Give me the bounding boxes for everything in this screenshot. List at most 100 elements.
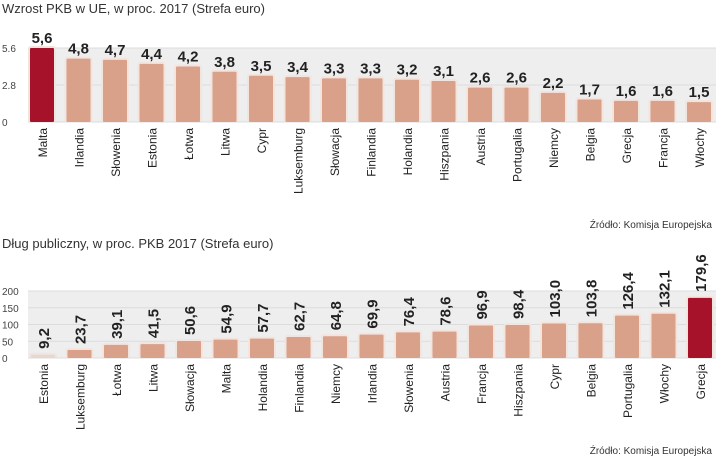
value-label: 103,8 xyxy=(584,280,601,318)
category-label: Włochy xyxy=(658,364,672,403)
value-label: 103,0 xyxy=(547,280,564,318)
bar xyxy=(358,78,383,122)
y-tick-label: 50 xyxy=(2,337,14,348)
chart1-title: Wzrost PKB w UE, w proc. 2017 (Strefa eu… xyxy=(2,1,265,16)
bar xyxy=(177,341,201,358)
y-tick-label: 100 xyxy=(2,321,19,332)
category-label: Estonia xyxy=(37,364,51,404)
category-label: Niemcy xyxy=(547,128,561,168)
value-label: 41,5 xyxy=(146,309,163,338)
bar xyxy=(578,323,603,358)
bar xyxy=(687,102,711,122)
bar xyxy=(140,344,165,358)
category-label: Irlandia xyxy=(73,128,87,168)
bar xyxy=(577,99,602,122)
bar xyxy=(615,315,639,358)
value-label: 3,4 xyxy=(287,59,309,76)
category-label: Słowacja xyxy=(328,128,342,176)
category-label: Łotwa xyxy=(182,128,196,160)
y-tick-label: 150 xyxy=(2,304,19,315)
value-label: 2,6 xyxy=(470,70,491,87)
category-label: Malta xyxy=(220,364,234,394)
value-label: 3,1 xyxy=(433,63,454,80)
category-label: Irlandia xyxy=(366,364,380,404)
y-tick-label: 2.8 xyxy=(2,81,16,92)
bar xyxy=(31,354,55,358)
value-label: 98,4 xyxy=(511,289,528,319)
value-label: 3,3 xyxy=(360,60,381,77)
bar xyxy=(176,66,200,122)
value-label: 2,6 xyxy=(506,70,527,87)
value-label: 62,7 xyxy=(292,302,309,331)
bar xyxy=(213,339,238,358)
category-label: Holandia xyxy=(401,128,415,176)
bar xyxy=(66,58,91,122)
category-label: Austria xyxy=(474,128,488,166)
category-label: Portugalia xyxy=(511,128,525,182)
y-tick-label: 200 xyxy=(2,287,19,298)
value-label: 2,2 xyxy=(543,75,564,92)
bar xyxy=(468,87,492,122)
bar xyxy=(542,323,566,358)
bar xyxy=(249,75,273,122)
bar xyxy=(250,338,274,358)
value-label: 78,6 xyxy=(438,296,455,325)
value-label: 1,7 xyxy=(579,82,600,99)
bar xyxy=(431,81,456,122)
bar xyxy=(541,92,565,122)
value-label: 96,9 xyxy=(474,290,491,319)
category-label: Francja xyxy=(657,128,671,168)
bar xyxy=(323,336,347,358)
category-label: Litwa xyxy=(147,364,161,392)
value-label: 76,4 xyxy=(401,297,418,327)
category-label: Belgia xyxy=(584,128,598,162)
category-label: Litwa xyxy=(219,128,233,156)
bar xyxy=(651,313,676,358)
category-label: Malta xyxy=(36,128,50,158)
category-label: Luksemburg xyxy=(292,128,306,194)
y-tick-label: 5.6 xyxy=(2,44,16,55)
category-label: Grecja xyxy=(620,128,634,164)
bar xyxy=(359,334,384,358)
value-label: 1,6 xyxy=(652,83,673,100)
category-label: Holandia xyxy=(256,364,270,412)
bar xyxy=(614,100,638,122)
bar xyxy=(139,63,164,122)
value-label: 4,4 xyxy=(141,46,163,63)
value-label: 4,2 xyxy=(178,49,199,66)
value-label: 39,1 xyxy=(109,310,126,339)
value-label: 69,9 xyxy=(365,299,382,328)
category-label: Finlandia xyxy=(293,364,307,413)
bar xyxy=(67,350,92,358)
value-label: 3,8 xyxy=(214,54,235,71)
bar xyxy=(688,297,712,358)
category-label: Belgia xyxy=(585,364,599,398)
bar xyxy=(432,331,457,358)
y-tick-label: 0 xyxy=(2,118,8,129)
bar xyxy=(505,325,530,358)
value-label: 126,4 xyxy=(620,271,637,309)
bar xyxy=(650,100,675,122)
category-label: Niemcy xyxy=(329,364,343,404)
category-label: Finlandia xyxy=(365,128,379,177)
bar xyxy=(30,48,54,122)
bar xyxy=(285,77,310,122)
value-label: 50,6 xyxy=(182,306,199,335)
value-label: 4,8 xyxy=(68,41,89,58)
chart1-source: Źródło: Komisja Europejska xyxy=(589,220,712,231)
bar xyxy=(212,71,237,122)
category-label: Słowacja xyxy=(183,364,197,412)
value-label: 9,2 xyxy=(36,328,53,349)
y-tick-label: 0 xyxy=(2,354,8,365)
value-label: 179,6 xyxy=(693,254,710,292)
value-label: 1,5 xyxy=(689,84,710,101)
value-label: 132,1 xyxy=(657,270,674,308)
value-label: 3,5 xyxy=(251,58,272,75)
category-label: Francja xyxy=(475,364,489,404)
category-label: Estonia xyxy=(146,128,160,168)
chart2-source: Źródło: Komisja Europejska xyxy=(589,446,712,457)
category-label: Portugalia xyxy=(621,364,635,418)
value-label: 57,7 xyxy=(255,303,272,332)
value-label: 23,7 xyxy=(73,315,90,344)
